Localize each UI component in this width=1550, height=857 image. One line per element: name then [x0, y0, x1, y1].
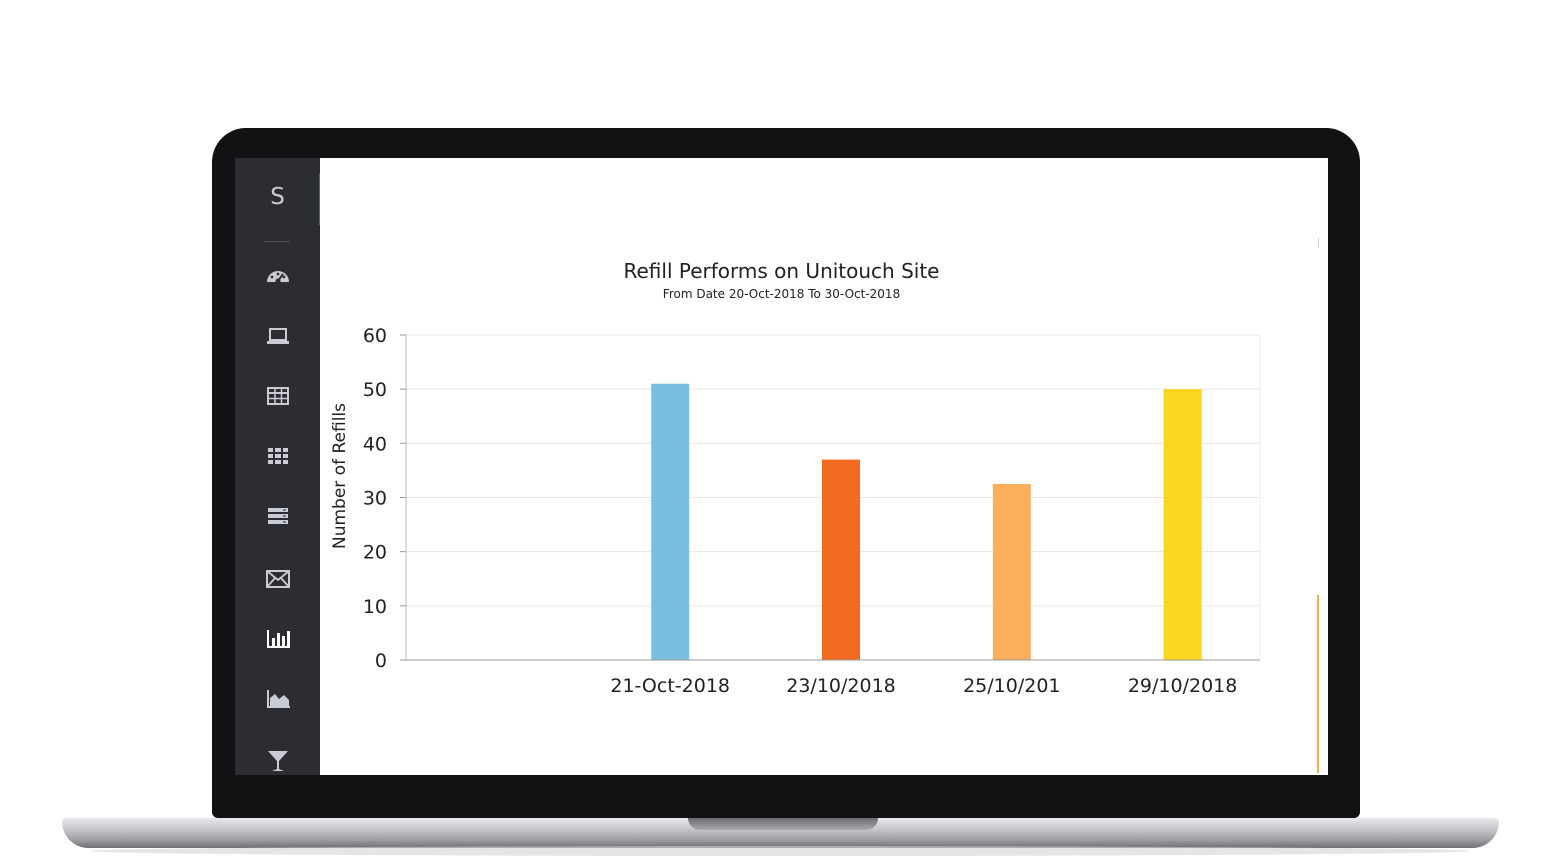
sidebar-item-analytics[interactable] [262, 684, 294, 714]
table-icon [267, 387, 289, 405]
grid-icon [268, 448, 288, 464]
y-tick-label: 50 [363, 379, 387, 401]
sidebar-item-devices[interactable] [262, 321, 294, 351]
envelope-icon [266, 570, 290, 588]
chart-bar [822, 459, 860, 660]
chart-subtitle: From Date 20-Oct-2018 To 30-Oct-2018 [662, 287, 901, 301]
scrollbar-track-top [1318, 238, 1319, 248]
laptop-notch [688, 818, 878, 830]
list-rows-icon [268, 508, 288, 524]
dashboard-gauge-icon [267, 271, 289, 284]
bar-chart-icon [267, 630, 290, 648]
y-tick-label: 0 [375, 650, 387, 672]
brand-logo[interactable]: S [270, 184, 285, 210]
cocktail-glass-icon [268, 751, 288, 771]
x-tick-label: 21-Oct-2018 [610, 675, 730, 697]
sidebar: S [235, 158, 320, 775]
chart-title: Refill Performs on Unitouch Site [623, 259, 940, 283]
y-tick-label: 30 [363, 488, 387, 510]
x-tick-label: 29/10/2018 [1128, 675, 1238, 697]
sidebar-item-grid[interactable] [262, 441, 294, 471]
bar-chart: 0 10 20 30 40 50 60 21-Oct-2018 23/10/2018 25/10… [363, 325, 1261, 697]
y-tick-label: 10 [363, 596, 387, 618]
area-chart-icon [267, 690, 290, 708]
sidebar-item-messages[interactable] [262, 564, 294, 594]
sidebar-item-reports[interactable] [262, 624, 294, 654]
sidebar-item-list[interactable] [262, 501, 294, 531]
sidebar-item-dashboard[interactable] [262, 261, 294, 291]
scrollbar-thumb[interactable] [1317, 595, 1319, 773]
laptop-shadow [90, 846, 1470, 856]
y-tick-label: 20 [363, 542, 387, 564]
y-tick-label: 60 [363, 325, 387, 347]
chart-bar [992, 483, 1031, 660]
screen: S [235, 158, 1328, 775]
sidebar-item-refills[interactable] [262, 746, 294, 775]
chart-bar [651, 383, 690, 660]
y-tick-label: 40 [363, 433, 387, 455]
chart-bar [1163, 389, 1202, 660]
x-tick-label: 25/10/201 [963, 675, 1060, 697]
sidebar-item-table[interactable] [262, 381, 294, 411]
x-tick-label: 23/10/2018 [786, 675, 896, 697]
laptop-icon [267, 328, 289, 344]
sidebar-divider [264, 241, 290, 242]
